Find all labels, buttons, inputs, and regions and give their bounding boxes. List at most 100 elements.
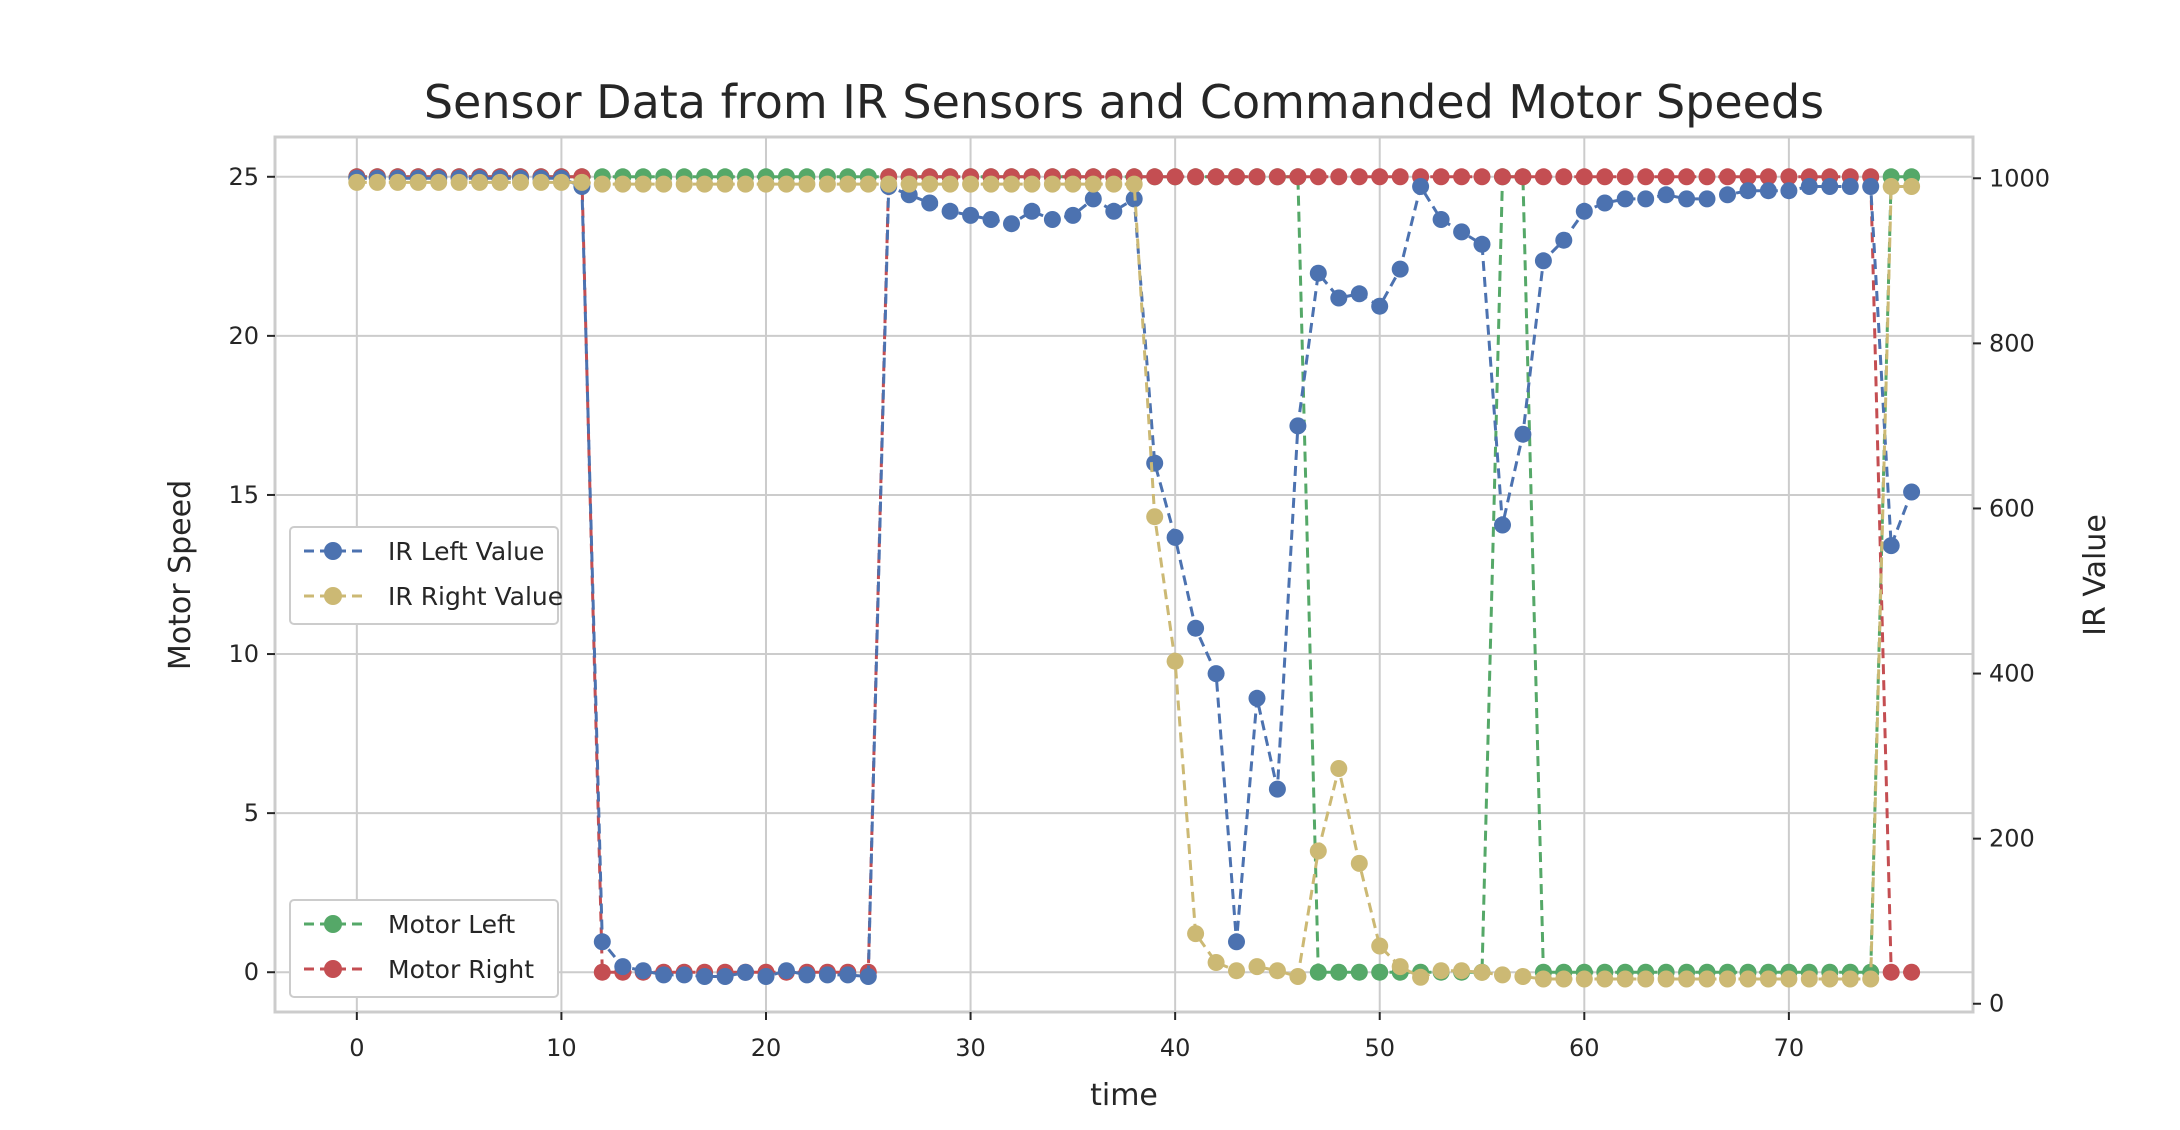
data-point-ir-right-value (716, 175, 734, 193)
data-point-ir-right-value (880, 175, 898, 193)
data-point-ir-right-value (1166, 652, 1184, 670)
y-tick-label-right: 400 (1989, 660, 2035, 688)
data-point-ir-left-value (1534, 252, 1552, 270)
data-point-ir-left-value (1821, 178, 1839, 195)
y-tick-label-right: 600 (1989, 494, 2035, 522)
data-point-motor-right (1759, 168, 1777, 186)
data-point-motor-left (1350, 963, 1368, 981)
x-tick-label: 70 (1774, 1034, 1805, 1062)
data-point-ir-right-value (1125, 175, 1143, 193)
data-point-ir-left-value (1289, 417, 1307, 435)
data-point-ir-left-value (1350, 285, 1368, 303)
data-point-ir-left-value (1555, 231, 1573, 249)
data-point-ir-right-value (982, 175, 1000, 193)
data-point-ir-left-value (1391, 260, 1409, 278)
data-point-ir-right-value (1412, 968, 1430, 986)
data-point-ir-right-value (1800, 970, 1818, 988)
data-point-motor-right (1616, 168, 1634, 186)
data-point-ir-right-value (1698, 970, 1716, 988)
data-point-ir-left-value (1064, 206, 1082, 224)
data-point-motor-right (1248, 168, 1266, 186)
data-point-motor-right (1166, 168, 1184, 186)
data-point-ir-right-value (491, 173, 509, 191)
data-point-ir-left-value (1596, 194, 1614, 212)
data-point-ir-left-value (1084, 190, 1102, 208)
chart-title: Sensor Data from IR Sensors and Commande… (424, 75, 1824, 129)
data-point-ir-right-value (757, 175, 775, 193)
data-point-ir-right-value (777, 175, 795, 193)
data-point-ir-left-value (1412, 178, 1430, 195)
data-point-ir-left-value (737, 963, 754, 981)
data-point-ir-right-value (1309, 842, 1327, 860)
data-point-ir-right-value (1084, 175, 1102, 193)
data-point-ir-left-value (1882, 537, 1900, 555)
data-point-ir-right-value (1759, 970, 1777, 988)
data-point-ir-left-value (777, 962, 795, 980)
legend-motor-right-marker (324, 960, 342, 978)
data-point-ir-right-value (798, 175, 816, 193)
y-tick-label-right: 800 (1989, 329, 2035, 357)
data-point-motor-right (1698, 168, 1716, 186)
data-point-ir-left-value (1228, 933, 1245, 951)
data-point-ir-left-value (634, 962, 652, 980)
data-point-ir-left-value (1494, 516, 1511, 534)
data-point-ir-left-value (655, 966, 673, 984)
x-axis-label: time (1090, 1078, 1158, 1113)
data-point-ir-right-value (1330, 760, 1348, 777)
data-point-ir-right-value (1207, 954, 1225, 971)
data-point-ir-right-value (532, 173, 550, 191)
legend-ir-right-label: IR Right Value (388, 582, 563, 611)
data-point-motor-right (1207, 168, 1225, 186)
data-point-motor-right (1432, 168, 1450, 186)
data-point-ir-right-value (1575, 970, 1593, 988)
data-point-ir-right-value (1043, 175, 1061, 193)
data-point-motor-right (1453, 168, 1471, 186)
legend-ir-right-marker (324, 587, 342, 605)
data-point-ir-right-value (962, 175, 980, 193)
series-ir-right-value (348, 173, 1921, 988)
data-point-motor-right (1882, 963, 1900, 981)
data-point-ir-right-value (1882, 178, 1900, 195)
data-point-motor-right (1514, 168, 1532, 186)
data-point-ir-left-value (1841, 178, 1859, 195)
data-point-ir-left-value (1719, 186, 1736, 204)
legend-ir: IR Left Value IR Right Value (289, 526, 563, 625)
data-point-motor-right (1309, 168, 1327, 186)
legend-motor-left-marker (324, 915, 342, 933)
data-point-motor-right (1575, 168, 1593, 186)
data-point-ir-right-value (1105, 175, 1123, 193)
data-point-motor-right (1719, 168, 1736, 186)
data-point-ir-left-value (1616, 190, 1634, 208)
data-point-motor-right (1657, 168, 1675, 186)
y-tick-label-left: 20 (228, 322, 259, 350)
data-point-motor-right (1739, 168, 1757, 186)
data-point-ir-left-value (1043, 211, 1061, 228)
data-point-ir-left-value (675, 966, 693, 984)
data-point-motor-right (1678, 168, 1696, 186)
y-tick-label-right: 1000 (1989, 164, 2050, 192)
data-point-ir-right-value (1023, 175, 1041, 193)
data-point-ir-right-value (1514, 968, 1532, 985)
data-point-ir-right-value (573, 173, 591, 191)
data-point-ir-right-value (552, 173, 570, 191)
data-point-ir-left-value (1371, 297, 1389, 315)
data-point-ir-right-value (389, 173, 407, 191)
x-tick-label: 50 (1364, 1034, 1395, 1062)
data-point-ir-right-value (1780, 970, 1798, 988)
data-point-ir-left-value (1473, 235, 1491, 253)
legend-ir-left-label: IR Left Value (388, 537, 544, 566)
data-point-ir-right-value (450, 173, 468, 191)
data-point-ir-right-value (1841, 970, 1859, 988)
data-point-ir-right-value (1596, 970, 1614, 988)
data-point-motor-left (1330, 963, 1348, 981)
data-point-ir-right-value (1903, 178, 1921, 195)
data-point-ir-right-value (900, 175, 918, 193)
data-point-ir-left-value (1105, 202, 1123, 220)
data-point-ir-left-value (593, 933, 611, 951)
x-tick-label: 10 (546, 1034, 577, 1062)
data-point-ir-left-value (1187, 619, 1205, 637)
data-point-ir-right-value (941, 175, 959, 193)
data-point-motor-right (1391, 168, 1409, 186)
data-point-motor-right (1330, 168, 1348, 186)
data-point-ir-right-value (1719, 970, 1736, 988)
